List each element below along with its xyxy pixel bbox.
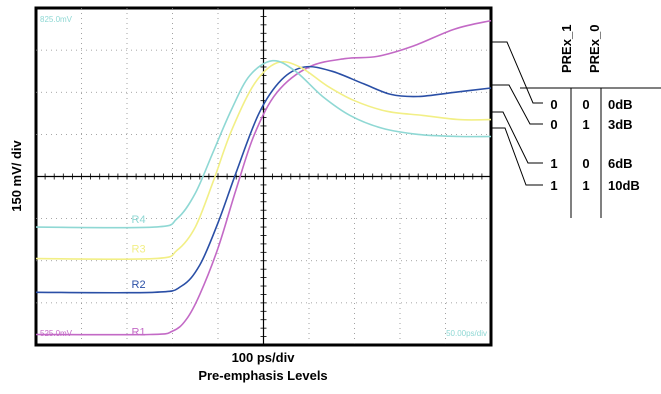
scope-time-label: 50.00ps/div [446, 329, 487, 338]
series-line-r3 [35, 60, 492, 261]
row-3db-prex-1: 0 [550, 117, 557, 132]
grid [35, 7, 492, 346]
table-header-prex-0: PREx_0 [587, 25, 602, 73]
row-0db-level: 0dB [608, 97, 633, 112]
leader-line-6db [491, 111, 543, 164]
y-axis-label: 150 mV/ div [9, 139, 24, 211]
scope-top-label: 825.0mV [40, 15, 73, 24]
series-line-r1 [35, 19, 492, 336]
row-0db-prex-0: 0 [582, 97, 589, 112]
series-label-r3: R3 [132, 243, 146, 255]
leader-line-0db [491, 41, 543, 104]
scope-bottom-label: 525.0mV [40, 329, 73, 338]
series-label-r4: R4 [132, 214, 146, 226]
row-6db-prex-1: 1 [550, 156, 557, 171]
scope-screen: R1 R2 R3 R4 825.0mV 525.0mV 50.00ps/div [34, 6, 493, 347]
curves [35, 19, 492, 336]
leader-line-10db [491, 127, 543, 186]
row-3db-level: 3dB [608, 117, 633, 132]
table-row: 0 0 0dB [550, 97, 632, 112]
table-header-prex-1: PREx_1 [559, 25, 574, 73]
row-10db-prex-1: 1 [550, 178, 557, 193]
row-3db-prex-0: 1 [582, 117, 589, 132]
row-0db-prex-1: 0 [550, 97, 557, 112]
series-label-r1: R1 [132, 327, 146, 339]
table-row: 1 0 6dB [550, 156, 632, 171]
row-10db-level: 10dB [608, 178, 640, 193]
row-6db-level: 6dB [608, 156, 633, 171]
row-6db-prex-0: 0 [582, 156, 589, 171]
series-line-r2 [35, 65, 492, 294]
table-row: 0 1 3dB [550, 117, 632, 132]
x-axis-label: 100 ps/div [232, 350, 296, 365]
legend-table: PREx_1 PREx_0 0 0 0dB 0 1 3dB 1 0 6dB 1 … [520, 25, 661, 218]
leader-line-3db [491, 84, 543, 125]
chart-caption: Pre-emphasis Levels [198, 368, 327, 383]
row-10db-prex-0: 1 [582, 178, 589, 193]
series-line-r4 [35, 59, 492, 229]
leader-lines [491, 41, 543, 186]
series-label-r2: R2 [132, 279, 146, 291]
table-row: 1 1 10dB [550, 178, 639, 193]
curve-labels: R1 R2 R3 R4 [132, 214, 146, 339]
